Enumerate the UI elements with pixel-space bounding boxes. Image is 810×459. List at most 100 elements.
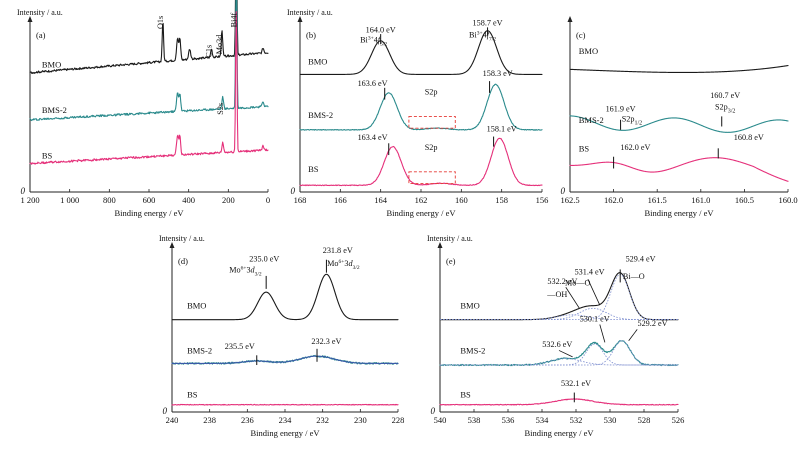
series-label: BMO bbox=[579, 46, 598, 56]
bi-oxidation-label: Bi3+4f5/2 bbox=[360, 35, 387, 47]
bi-oxidation-part: f bbox=[378, 35, 382, 44]
y-tick-label: 0 bbox=[21, 186, 26, 196]
series-label: BS bbox=[308, 164, 319, 174]
peak-label: 160.7 eV bbox=[710, 91, 740, 100]
oxidation-state-part: 3 bbox=[246, 266, 250, 275]
x-tick-label: 162 bbox=[415, 195, 428, 205]
annotation: S2s bbox=[216, 103, 225, 115]
y-tick-label: 0 bbox=[431, 406, 436, 416]
x-tick-label: 158 bbox=[495, 195, 508, 205]
peak-pointer bbox=[587, 278, 601, 306]
annotation: S2p bbox=[425, 88, 438, 97]
series-BMO-line bbox=[29, 0, 269, 74]
x-tick-label: 161.5 bbox=[648, 195, 667, 205]
series-BMS-2-line bbox=[29, 0, 269, 122]
series-label: BS bbox=[42, 150, 53, 160]
peak-label: 163.6 eV bbox=[358, 79, 388, 88]
oxidation-state-part: Mo bbox=[229, 266, 240, 275]
annotation: Bi—O bbox=[623, 272, 645, 281]
bi-oxidation-part: Bi bbox=[360, 35, 368, 44]
bi-oxidation-part: f bbox=[487, 30, 491, 39]
series-label: BMS-2 bbox=[42, 105, 67, 115]
series-label: BMS-2 bbox=[308, 110, 333, 120]
bi-oxidation-part: 4 bbox=[483, 30, 487, 39]
annotation: S2p1/2 bbox=[622, 114, 642, 126]
oxidation-state-part: 6+ bbox=[339, 259, 345, 265]
x-axis-title: Binding energy / eV bbox=[644, 208, 714, 218]
oxidation-state-part: d bbox=[348, 259, 353, 268]
x-tick-label: 526 bbox=[672, 415, 685, 425]
panel-letter: (e) bbox=[446, 256, 456, 266]
x-tick-label: 528 bbox=[638, 415, 651, 425]
series-BMO-line bbox=[299, 30, 543, 75]
peak-label: 161.9 eV bbox=[606, 104, 636, 113]
panel-b: 168 166 164 162 160 158 156 0 Binding energy / e… bbox=[287, 8, 548, 218]
oxidation-state-part: 3/2 bbox=[255, 272, 262, 278]
bi-oxidation-part: 5/2 bbox=[380, 41, 387, 47]
series-BS-line bbox=[29, 11, 269, 165]
x-tick-label: 236 bbox=[241, 415, 254, 425]
peak-label: 529.4 eV bbox=[626, 254, 656, 263]
annotation: Bi4f bbox=[229, 13, 238, 28]
peak-label: 531.4 eV bbox=[575, 267, 605, 276]
s2p-highlight-box bbox=[408, 171, 456, 185]
bi-oxidation-part: 7/2 bbox=[489, 36, 496, 42]
peak-label: 532.2 eV bbox=[547, 277, 577, 286]
x-axis-title: Binding energy / eV bbox=[524, 428, 594, 438]
oxidation-state-part: 3/2 bbox=[353, 265, 360, 271]
series-label: BS bbox=[579, 144, 590, 154]
series-label: BMO bbox=[187, 300, 206, 310]
oxidation-state-part: Mo bbox=[327, 259, 338, 268]
peak-label: 162.0 eV bbox=[620, 143, 650, 152]
panel-letter: (a) bbox=[36, 30, 46, 40]
peak-label: 158.1 eV bbox=[487, 125, 517, 134]
x-tick-label: 168 bbox=[294, 195, 307, 205]
peak-pointer bbox=[565, 287, 580, 309]
y-tick-label: 0 bbox=[561, 186, 566, 196]
x-tick-label: 538 bbox=[468, 415, 481, 425]
x-tick-label: 234 bbox=[279, 415, 293, 425]
annotation-subscript: 3/2 bbox=[728, 109, 736, 115]
peak-label: 158.7 eV bbox=[473, 19, 503, 28]
x-tick-label: 540 bbox=[434, 415, 447, 425]
annotation: C1s bbox=[204, 45, 213, 58]
x-axis-title: Binding energy / eV bbox=[114, 208, 184, 218]
y-axis-arrow bbox=[169, 242, 175, 248]
panel-e: 540 538 536 534 532 530 528 526 0 Binding energy … bbox=[427, 234, 684, 438]
series-label: BS bbox=[187, 389, 198, 399]
x-axis-title: Binding energy / eV bbox=[386, 208, 456, 218]
annotation: Mo—O bbox=[565, 279, 591, 288]
series-label: BMO bbox=[460, 300, 479, 310]
series-BS-line bbox=[299, 137, 543, 187]
y-axis-arrow bbox=[297, 16, 303, 22]
y-axis-title: Intensity / a.u. bbox=[17, 8, 63, 17]
x-tick-label: 0 bbox=[266, 195, 270, 205]
series-BS-line bbox=[439, 398, 679, 406]
peak-label: 164.0 eV bbox=[366, 25, 396, 34]
x-tick-label: 800 bbox=[103, 195, 116, 205]
y-tick-label: 0 bbox=[291, 186, 296, 196]
x-tick-label: 238 bbox=[203, 415, 216, 425]
peak-label: 235.5 eV bbox=[225, 342, 255, 351]
annotation: S2p3/2 bbox=[715, 103, 735, 115]
peak-pointer bbox=[558, 350, 573, 358]
series-BMO-line bbox=[171, 273, 399, 321]
series-BMS-2-component bbox=[440, 340, 678, 366]
bi-oxidation-label: Bi3+4f7/2 bbox=[469, 30, 496, 42]
x-tick-label: 160.0 bbox=[778, 195, 797, 205]
y-tick-label: 0 bbox=[163, 406, 168, 416]
peak-label: 235.0 eV bbox=[249, 254, 279, 263]
bi-oxidation-part: 4 bbox=[374, 35, 378, 44]
series-BMS-2-line bbox=[299, 83, 543, 131]
x-tick-label: 532 bbox=[570, 415, 583, 425]
x-tick-label: 166 bbox=[334, 195, 347, 205]
series-BMS-2-line bbox=[569, 115, 789, 133]
peak-label: 231.8 eV bbox=[323, 246, 353, 255]
annotation: Mo3d bbox=[215, 35, 224, 55]
panel-a: 1 200 1 000 800 600 400 200 0 0 Binding energy /… bbox=[17, 0, 270, 218]
series-BMS-2-fit bbox=[171, 355, 399, 364]
series-BMO-line bbox=[569, 64, 789, 74]
x-tick-label: 228 bbox=[392, 415, 405, 425]
